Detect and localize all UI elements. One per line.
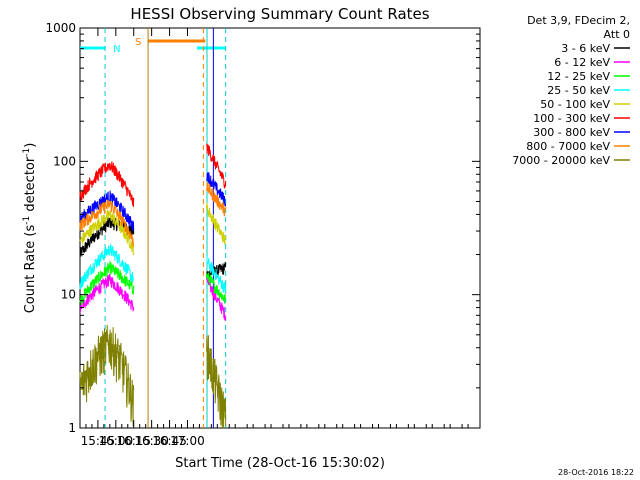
series-line-3-b xyxy=(206,272,226,304)
series-line-9-b xyxy=(206,335,227,429)
series-line-8-a xyxy=(79,199,135,247)
chart-title: HESSI Observing Summary Count Rates xyxy=(130,5,429,23)
legend-label-6: 100 - 300 keV xyxy=(533,112,610,125)
y-axis-label-sup2: -1 xyxy=(22,148,32,157)
legend-label-7: 300 - 800 keV xyxy=(533,126,610,139)
y-axis-label-end: ) xyxy=(23,143,38,148)
series-line-4-a xyxy=(79,244,135,290)
legend-label-2: 6 - 12 keV xyxy=(554,56,610,69)
data-layer: NS xyxy=(79,28,227,429)
series-line-7-a xyxy=(79,190,135,232)
legend-label-3: 12 - 25 keV xyxy=(547,70,610,83)
legend-label-9: 7000 - 20000 keV xyxy=(512,154,610,167)
x-tick-label-5: 16:45 xyxy=(152,434,187,448)
y-tick-label-4: 1000 xyxy=(45,21,76,35)
y-axis-label-main: Count Rate (s xyxy=(23,225,38,314)
flag-n-label: N xyxy=(113,44,120,55)
y-axis-label-mid: detector xyxy=(23,156,38,216)
series-line-5-b xyxy=(206,202,227,245)
flag-s-label: S xyxy=(135,37,141,48)
series-line-5-a xyxy=(79,209,135,256)
series-line-4-b xyxy=(206,255,227,293)
x-tick-label-3: 16:15 xyxy=(116,434,151,448)
timestamp: 28-Oct-2016 18:22 xyxy=(558,468,634,477)
x-tick-label-1: 15:45 xyxy=(81,434,116,448)
x-tick-label-2: 16:00 xyxy=(99,434,134,448)
series-line-6-a xyxy=(79,161,135,208)
legend-title-line-2: Att 0 xyxy=(604,28,630,41)
series-line-6-b xyxy=(206,143,227,190)
series-line-9-a xyxy=(79,324,135,427)
legend-title-line-1: Det 3,9, FDecim 2, xyxy=(527,14,630,27)
x-tick-label-6: 17:00 xyxy=(170,434,205,448)
series-line-7-b xyxy=(206,172,227,207)
y-axis-label-sup1: -1 xyxy=(22,216,32,225)
legend-label-1: 3 - 6 keV xyxy=(561,42,610,55)
y-tick-label-1: 1 xyxy=(68,421,76,435)
x-tick-label-4: 16:30 xyxy=(134,434,169,448)
y-tick-label-2: 10 xyxy=(61,288,76,302)
series-line-8-b xyxy=(206,181,227,217)
legend-label-8: 800 - 7000 keV xyxy=(526,140,610,153)
y-axis-label: Count Rate (s-1 detector-1) xyxy=(22,143,38,314)
series-line-2-a xyxy=(79,273,135,314)
series-line-3-a xyxy=(79,261,135,306)
legend-label-5: 50 - 100 keV xyxy=(540,98,610,111)
legend-label-4: 25 - 50 keV xyxy=(547,84,610,97)
x-axis-label: Start Time (28-Oct-16 15:30:02) xyxy=(175,456,385,471)
y-tick-label-3: 100 xyxy=(53,154,76,168)
plot-frame xyxy=(79,27,481,429)
